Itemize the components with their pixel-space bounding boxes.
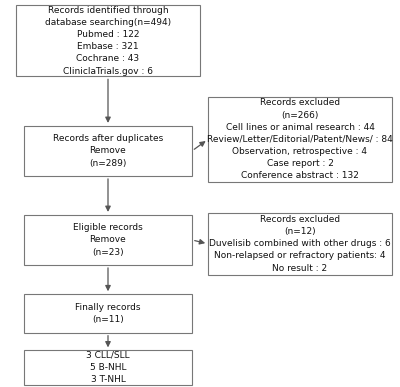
Text: Finally records
(n=11): Finally records (n=11) xyxy=(75,303,141,324)
FancyBboxPatch shape xyxy=(16,5,200,77)
Text: 3 CLL/SLL
5 B-NHL
3 T-NHL: 3 CLL/SLL 5 B-NHL 3 T-NHL xyxy=(86,351,130,384)
FancyBboxPatch shape xyxy=(208,97,392,182)
Text: Eligible records
Remove
(n=23): Eligible records Remove (n=23) xyxy=(73,223,143,257)
FancyBboxPatch shape xyxy=(24,294,192,333)
FancyBboxPatch shape xyxy=(24,215,192,265)
Text: Records identified through
database searching(n=494)
Pubmed : 122
Embase : 321
C: Records identified through database sear… xyxy=(45,6,171,75)
Text: Records after duplicates
Remove
(n=289): Records after duplicates Remove (n=289) xyxy=(53,134,163,168)
FancyBboxPatch shape xyxy=(208,213,392,275)
FancyBboxPatch shape xyxy=(24,350,192,385)
Text: Records excluded
(n=12)
Duvelisib combined with other drugs : 6
Non-relapsed or : Records excluded (n=12) Duvelisib combin… xyxy=(209,215,391,272)
FancyBboxPatch shape xyxy=(24,126,192,176)
Text: Records excluded
(n=266)
Cell lines or animal research : 44
Review/Letter/Editor: Records excluded (n=266) Cell lines or a… xyxy=(207,98,393,180)
